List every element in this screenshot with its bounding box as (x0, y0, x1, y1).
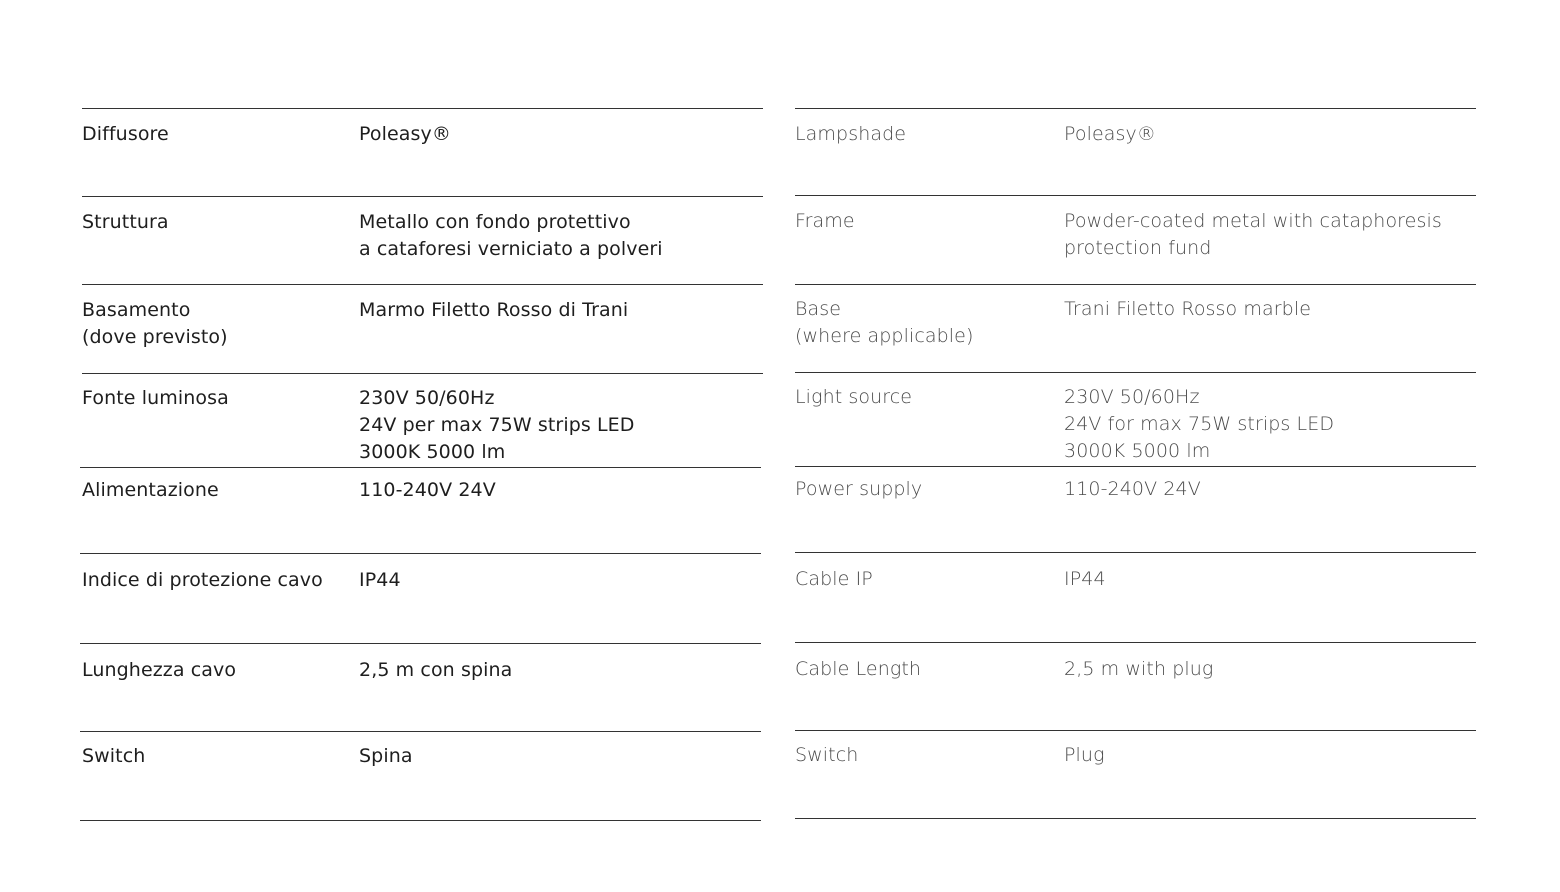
row-divider (82, 284, 763, 285)
row-divider (82, 196, 763, 197)
english-spec-label: Light source (795, 386, 913, 408)
italian-spec-label: Struttura (82, 211, 169, 233)
english-spec-value: Powder-coated metal with cataphoresis pr… (1064, 210, 1442, 259)
italian-spec-label: Alimentazione (82, 479, 219, 501)
row-divider (80, 553, 761, 554)
row-divider (82, 373, 763, 374)
english-spec-value: 2,5 m with plug (1064, 658, 1214, 680)
english-spec-label: Lampshade (795, 123, 907, 145)
english-spec-label: Cable Length (795, 658, 922, 680)
english-spec-value: Poleasy® (1064, 123, 1156, 145)
english-spec-value: Trani Filetto Rosso marble (1064, 298, 1312, 320)
english-spec-label: Cable IP (795, 568, 873, 590)
english-spec-label: Switch (795, 744, 859, 766)
row-divider (795, 642, 1476, 643)
italian-spec-value: Marmo Filetto Rosso di Trani (359, 299, 629, 321)
italian-spec-label: Fonte luminosa (82, 387, 229, 409)
row-divider (80, 820, 761, 821)
english-spec-value: 110-240V 24V (1064, 478, 1201, 500)
english-spec-value: 230V 50/60Hz 24V for max 75W strips LED … (1064, 386, 1335, 462)
italian-spec-label: Lunghezza cavo (82, 659, 237, 681)
english-spec-label: Power supply (795, 478, 923, 500)
english-spec-label: Base (where applicable) (795, 298, 974, 347)
row-divider (80, 643, 761, 644)
italian-spec-value: 110-240V 24V (359, 479, 496, 501)
row-divider (80, 467, 761, 468)
italian-spec-label: Basamento (dove previsto) (82, 299, 228, 348)
row-divider (795, 284, 1476, 285)
english-spec-label: Frame (795, 210, 855, 232)
row-divider (795, 730, 1476, 731)
italian-spec-value: Spina (359, 745, 413, 767)
row-divider (795, 552, 1476, 553)
row-divider (795, 195, 1476, 196)
italian-spec-value: IP44 (359, 569, 401, 591)
row-divider (795, 818, 1476, 819)
row-divider (795, 372, 1476, 373)
italian-spec-label: Switch (82, 745, 146, 767)
italian-spec-value: Metallo con fondo protettivo a catafores… (359, 211, 663, 260)
italian-spec-label: Indice di protezione cavo (82, 569, 323, 591)
italian-spec-label: Diffusore (82, 123, 169, 145)
english-spec-value: IP44 (1064, 568, 1106, 590)
row-divider (80, 731, 761, 732)
italian-spec-value: 2,5 m con spina (359, 659, 513, 681)
italian-spec-value: 230V 50/60Hz 24V per max 75W strips LED … (359, 387, 635, 463)
italian-spec-value: Poleasy® (359, 123, 451, 145)
english-spec-value: Plug (1064, 744, 1105, 766)
row-divider (82, 108, 763, 109)
row-divider (795, 108, 1476, 109)
row-divider (795, 466, 1476, 467)
